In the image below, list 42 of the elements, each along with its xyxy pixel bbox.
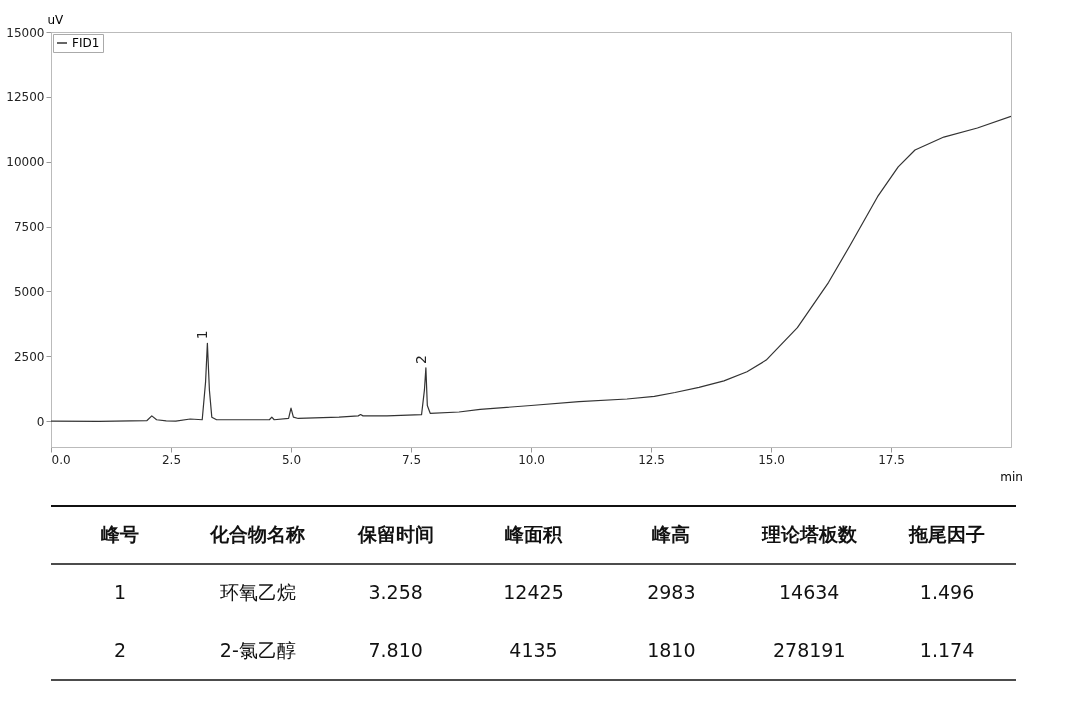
x-tick-label: 2.5 xyxy=(161,452,182,467)
y-tick-label: 15000 xyxy=(6,25,45,40)
text: 2983 xyxy=(647,581,696,603)
text: 1 xyxy=(113,581,126,603)
text: 峰高 xyxy=(652,523,691,545)
text: 保留时间 xyxy=(356,523,434,545)
x-tick-label: 12.5 xyxy=(638,452,665,467)
x-tick-label: 5.0 xyxy=(281,452,302,467)
text: 4135 xyxy=(509,639,558,661)
text: 2 xyxy=(113,639,126,661)
text: 12425 xyxy=(503,581,564,603)
x-tick-label: 17.5 xyxy=(878,452,905,467)
text: 峰号 xyxy=(100,523,139,545)
text: 1.496 xyxy=(919,581,975,603)
y-tick-label: 0 xyxy=(36,414,45,429)
y-tick-label: 2500 xyxy=(13,349,45,364)
text: 14634 xyxy=(778,581,840,603)
x-tick-label: 15.0 xyxy=(758,452,785,467)
text: 拖尾因子 xyxy=(908,523,986,545)
y-tick-label: 7500 xyxy=(13,220,45,235)
text: 2-氯乙醇 xyxy=(219,639,296,661)
text: 峰面积 xyxy=(505,523,563,545)
text: 环氧乙烷 xyxy=(219,581,296,603)
text: 理论塔板数 xyxy=(760,523,858,545)
text: 3.258 xyxy=(368,581,423,603)
x-tick-label: 0.0 xyxy=(51,452,71,467)
text: 278191 xyxy=(772,639,846,661)
x-tick-label: 10.0 xyxy=(518,452,545,467)
x-axis-title: min xyxy=(1000,469,1023,484)
legend-label: FID1 xyxy=(72,36,100,50)
line-series xyxy=(51,115,1011,422)
x-tick-label: 7.5 xyxy=(401,452,422,467)
y-tick-label: 5000 xyxy=(13,284,45,299)
annotation: 2 xyxy=(412,354,429,364)
text: 化合物名称 xyxy=(209,523,306,545)
y-tick-label: 10000 xyxy=(6,155,45,170)
text: 7.810 xyxy=(368,639,423,661)
annotation: 1 xyxy=(194,330,211,340)
text: 1810 xyxy=(647,639,696,661)
text: 1.174 xyxy=(919,639,975,661)
y-axis-title: uV xyxy=(47,12,65,27)
y-tick-label: 12500 xyxy=(6,90,45,105)
